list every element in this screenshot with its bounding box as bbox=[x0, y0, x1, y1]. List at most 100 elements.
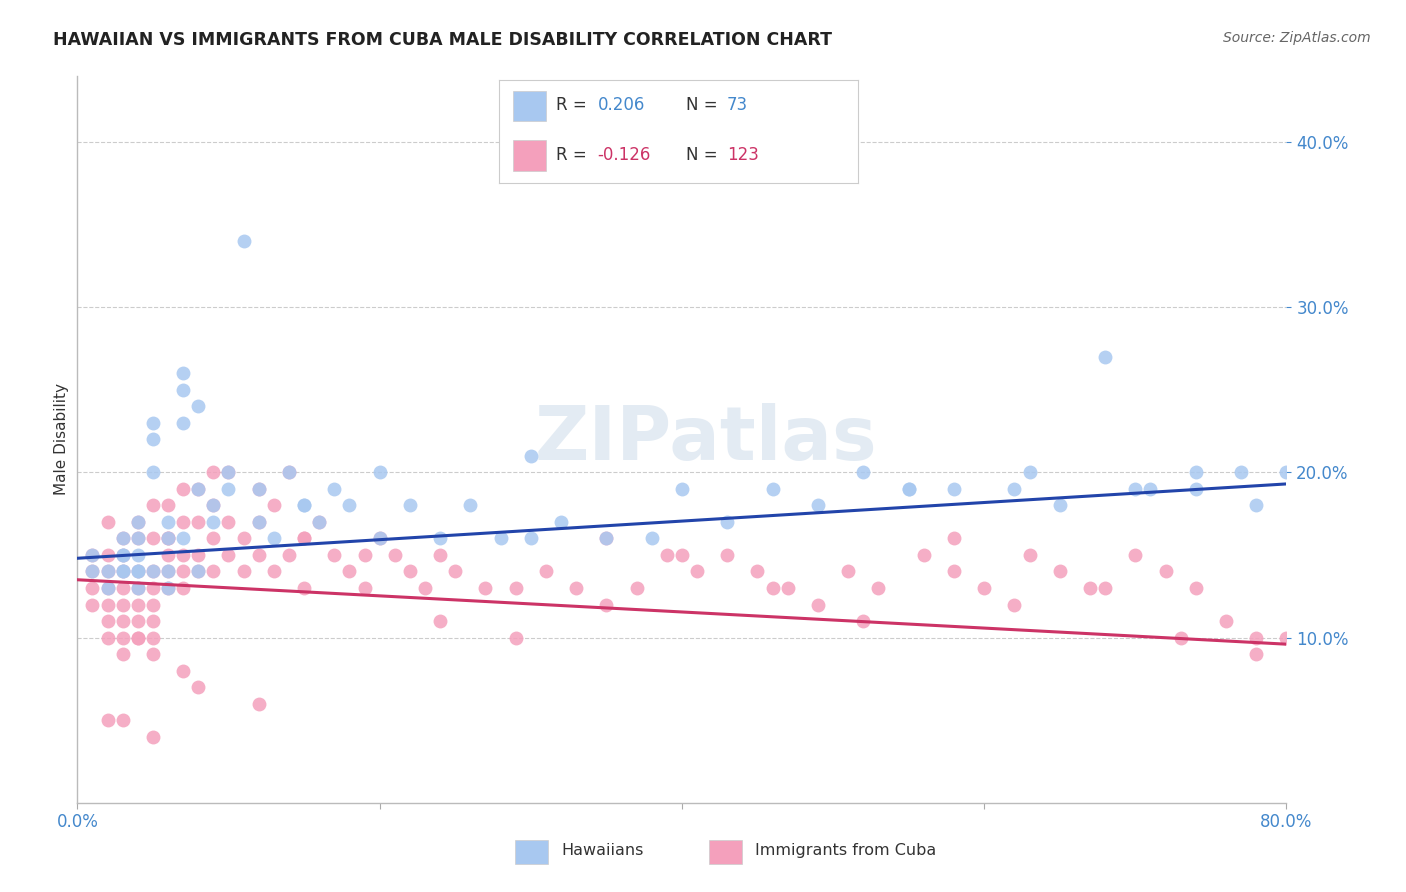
Point bbox=[157, 532, 180, 546]
Point bbox=[142, 581, 165, 595]
Point bbox=[1123, 548, 1146, 562]
Point bbox=[1184, 581, 1206, 595]
FancyBboxPatch shape bbox=[513, 140, 546, 170]
Point bbox=[474, 581, 496, 595]
Point bbox=[323, 482, 346, 496]
Point bbox=[157, 515, 180, 529]
Point bbox=[1246, 647, 1268, 661]
Point bbox=[520, 449, 543, 463]
Text: R =: R = bbox=[557, 96, 592, 114]
Point bbox=[157, 581, 180, 595]
Point bbox=[1170, 631, 1192, 645]
Point bbox=[111, 581, 134, 595]
Point bbox=[142, 598, 165, 612]
Point bbox=[142, 499, 165, 513]
Point bbox=[172, 416, 194, 430]
Point bbox=[187, 548, 209, 562]
Point bbox=[127, 581, 149, 595]
Point bbox=[111, 631, 134, 645]
Point bbox=[1246, 499, 1268, 513]
Point bbox=[247, 515, 270, 529]
Point bbox=[127, 598, 149, 612]
Point bbox=[912, 548, 935, 562]
Point bbox=[187, 565, 209, 579]
Point bbox=[96, 581, 118, 595]
Point bbox=[292, 532, 315, 546]
Point bbox=[671, 482, 693, 496]
Point bbox=[142, 532, 165, 546]
Point bbox=[172, 366, 194, 380]
FancyBboxPatch shape bbox=[513, 91, 546, 121]
Point bbox=[837, 565, 859, 579]
Point bbox=[368, 532, 391, 546]
Point bbox=[127, 565, 149, 579]
Text: Immigrants from Cuba: Immigrants from Cuba bbox=[755, 844, 936, 858]
Point bbox=[368, 466, 391, 480]
Point bbox=[1123, 482, 1146, 496]
Point bbox=[671, 548, 693, 562]
Point bbox=[111, 548, 134, 562]
Point bbox=[337, 565, 360, 579]
Point bbox=[96, 614, 118, 628]
Point bbox=[368, 532, 391, 546]
Point bbox=[202, 565, 225, 579]
Point bbox=[429, 548, 451, 562]
Point bbox=[96, 548, 118, 562]
Point bbox=[1049, 499, 1071, 513]
Point bbox=[1184, 482, 1206, 496]
Point bbox=[172, 482, 194, 496]
Point bbox=[942, 565, 965, 579]
Point bbox=[82, 598, 104, 612]
Point bbox=[157, 499, 180, 513]
Point bbox=[399, 499, 422, 513]
Point bbox=[686, 565, 709, 579]
Point bbox=[807, 499, 830, 513]
Point bbox=[111, 548, 134, 562]
Point bbox=[1215, 614, 1237, 628]
Point bbox=[429, 532, 451, 546]
Point bbox=[852, 614, 875, 628]
Point bbox=[897, 482, 920, 496]
Point bbox=[187, 565, 209, 579]
Point bbox=[142, 631, 165, 645]
Point bbox=[218, 466, 240, 480]
Point bbox=[111, 532, 134, 546]
Point bbox=[263, 499, 285, 513]
Point bbox=[337, 499, 360, 513]
Point bbox=[96, 598, 118, 612]
Point bbox=[1139, 482, 1161, 496]
Point bbox=[1004, 598, 1026, 612]
Point bbox=[655, 548, 678, 562]
Text: 0.206: 0.206 bbox=[598, 96, 645, 114]
Point bbox=[142, 416, 165, 430]
Point bbox=[202, 532, 225, 546]
Text: Hawaiians: Hawaiians bbox=[561, 844, 644, 858]
Point bbox=[218, 482, 240, 496]
Point bbox=[247, 482, 270, 496]
Point bbox=[868, 581, 890, 595]
Point bbox=[218, 515, 240, 529]
Point bbox=[429, 614, 451, 628]
Point bbox=[762, 482, 785, 496]
Point bbox=[534, 565, 557, 579]
Point bbox=[413, 581, 436, 595]
Point bbox=[973, 581, 995, 595]
Point bbox=[157, 532, 180, 546]
Point bbox=[1004, 482, 1026, 496]
Point bbox=[458, 499, 481, 513]
Point bbox=[82, 565, 104, 579]
Point bbox=[142, 614, 165, 628]
Point bbox=[807, 598, 830, 612]
Point bbox=[323, 548, 346, 562]
Point bbox=[96, 631, 118, 645]
Point bbox=[292, 499, 315, 513]
Point bbox=[595, 532, 617, 546]
Point bbox=[96, 565, 118, 579]
Point bbox=[142, 647, 165, 661]
Point bbox=[157, 548, 180, 562]
Point bbox=[187, 680, 209, 694]
Point bbox=[353, 581, 375, 595]
Point bbox=[1246, 631, 1268, 645]
Point bbox=[96, 581, 118, 595]
Point bbox=[172, 565, 194, 579]
